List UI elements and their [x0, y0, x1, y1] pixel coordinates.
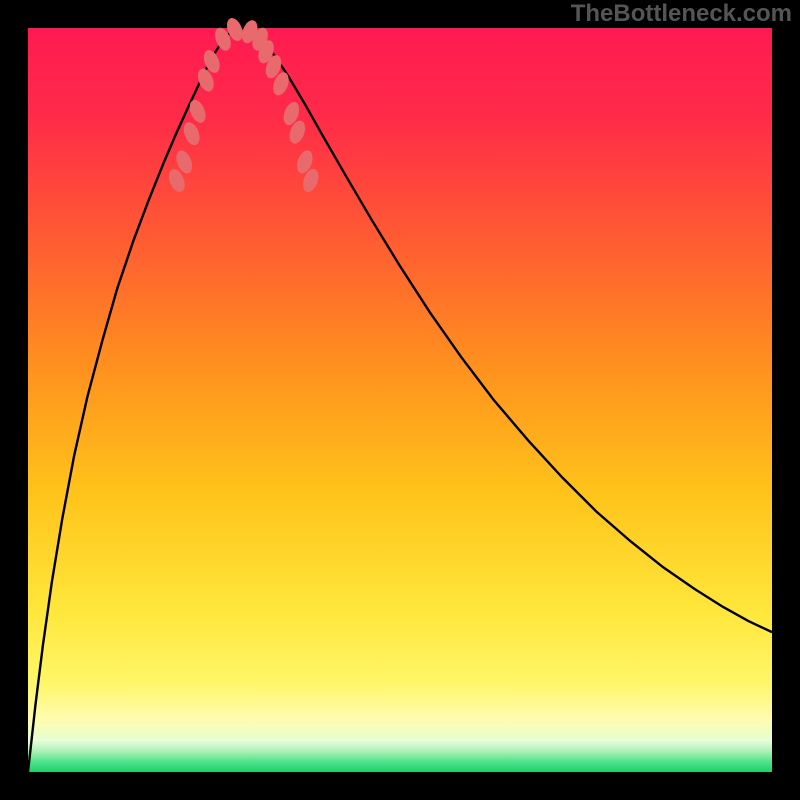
plot-area — [28, 28, 772, 772]
chart-frame: TheBottleneck.com — [0, 0, 800, 800]
curve-marker — [181, 120, 203, 147]
bottleneck-curve-svg — [28, 28, 772, 772]
watermark-text: TheBottleneck.com — [571, 0, 792, 28]
bottleneck-curve-path — [28, 28, 772, 772]
